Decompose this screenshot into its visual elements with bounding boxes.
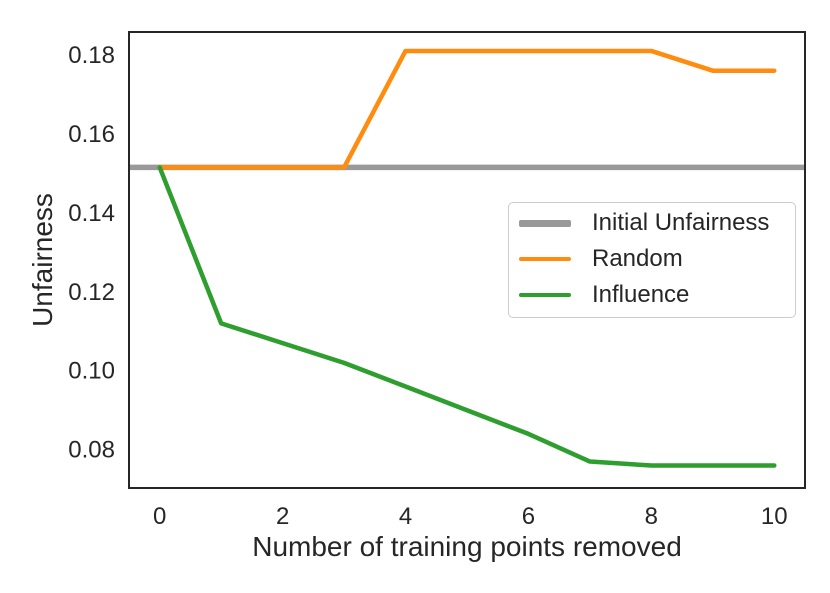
x-axis-label: Number of training points removed [252,531,682,562]
legend-label-influence: Influence [592,281,690,308]
x-tick-label: 4 [399,503,412,530]
random-line [157,48,777,170]
legend-item-initial-unfairness: Initial Unfairness [509,205,795,241]
y-tick-label: 0.08 [68,437,115,464]
legend-label-random: Random [592,245,683,272]
y-tick-label: 0.12 [68,279,115,306]
axes-spines [128,31,806,489]
y-tick-label: 0.18 [68,42,115,69]
x-tick-label: 0 [153,503,166,530]
initial-unfairness-line-swatch-icon [519,219,571,227]
legend: Initial Unfairness Random Influence [508,202,796,318]
influence-line [157,165,777,468]
y-tick-label: 0.16 [68,121,115,148]
influence-line-swatch-icon [519,292,571,298]
x-tick-label: 8 [645,503,658,530]
legend-item-influence: Influence [509,277,795,313]
random-line-swatch-icon [519,256,571,262]
y-axis-label: Unfairness [27,193,58,327]
y-tick-label: 0.10 [68,358,115,385]
x-tick-label: 10 [761,503,788,530]
legend-label-initial-unfairness: Initial Unfairness [592,209,770,236]
x-tick-label: 2 [276,503,289,530]
x-tick-label: 6 [522,503,535,530]
y-tick-label: 0.14 [68,200,115,227]
legend-item-random: Random [509,241,795,277]
